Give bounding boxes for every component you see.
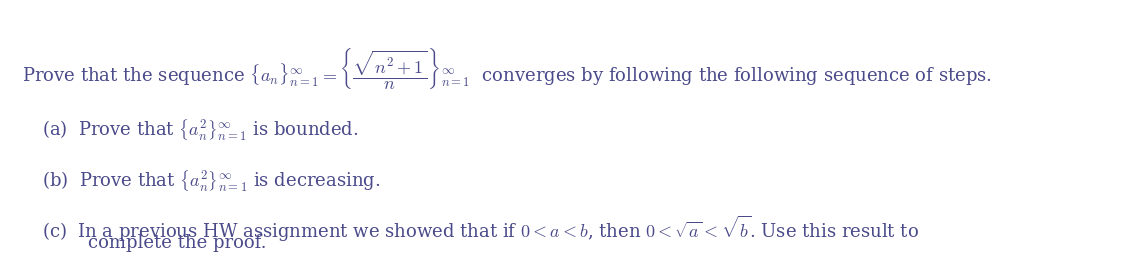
Text: (c)  In a previous HW assignment we showed that if $0 < a < b$, then $0 < \sqrt{: (c) In a previous HW assignment we showe… xyxy=(42,214,919,244)
Text: complete the proof.: complete the proof. xyxy=(88,234,267,252)
Text: Prove that the sequence $\{a_n\}_{n=1}^{\infty} = \left\{\dfrac{\sqrt{n^2+1}}{n}: Prove that the sequence $\{a_n\}_{n=1}^{… xyxy=(21,47,992,92)
Text: (a)  Prove that $\left\{a_n^2\right\}_{n=1}^{\infty}$ is bounded.: (a) Prove that $\left\{a_n^2\right\}_{n=… xyxy=(42,118,358,143)
Text: (b)  Prove that $\left\{a_n^2\right\}_{n=1}^{\infty}$ is decreasing.: (b) Prove that $\left\{a_n^2\right\}_{n=… xyxy=(42,168,381,194)
